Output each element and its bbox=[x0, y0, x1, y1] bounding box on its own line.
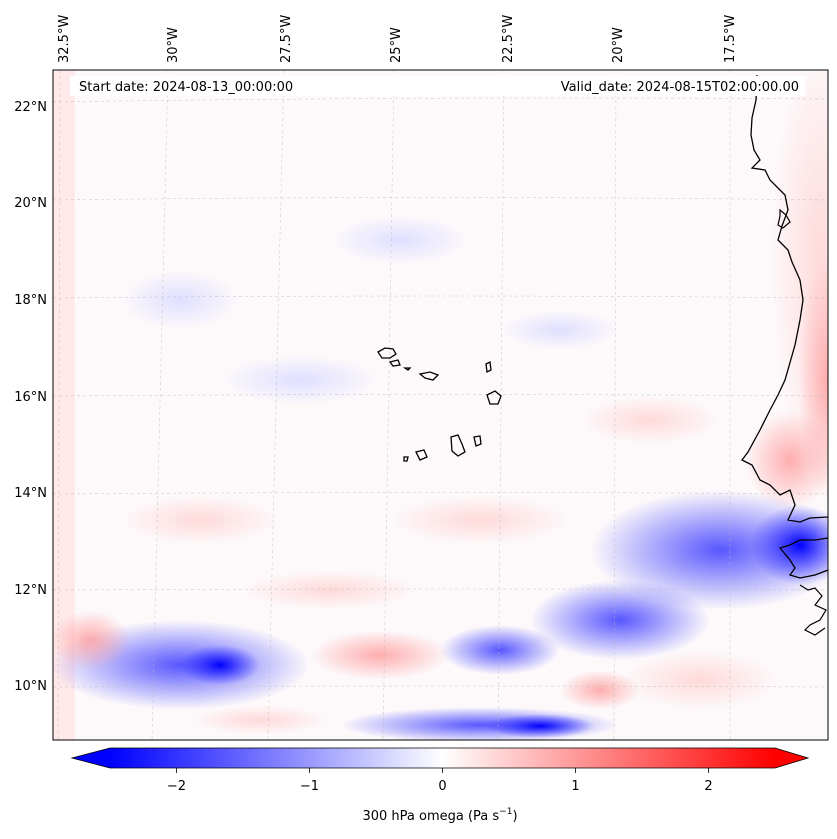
lon-label: 25°W bbox=[389, 27, 404, 63]
lon-label: 32.5°W bbox=[57, 15, 72, 63]
colorbar-tick-label: −1 bbox=[300, 779, 319, 794]
lon-label: 22.5°W bbox=[501, 15, 516, 63]
latitude-labels: 22°N 20°N 18°N 16°N 14°N 12°N 10°N bbox=[14, 100, 47, 694]
valid-date-label: Valid_date: 2024-08-15T02:00:00.00 bbox=[561, 80, 799, 95]
lat-label: 16°N bbox=[14, 390, 47, 405]
africa-coastline bbox=[741, 74, 828, 523]
lat-label: 20°N bbox=[14, 196, 47, 211]
colorbar-ticks: −2 −1 0 1 2 bbox=[167, 768, 713, 794]
lat-label: 14°N bbox=[14, 486, 47, 501]
colorbar-label: 300 hPa omega (Pa s−1) bbox=[362, 807, 517, 824]
colorbar-tick-label: 2 bbox=[704, 779, 712, 794]
colorbar-extend-low bbox=[72, 748, 110, 768]
lon-label: 30°W bbox=[166, 27, 181, 63]
bay-feature bbox=[777, 208, 791, 229]
colorbar-label-exponent: −1 bbox=[499, 807, 512, 817]
start-date-label: Start date: 2024-08-13_00:00:00 bbox=[79, 80, 293, 95]
lon-label: 20°W bbox=[611, 27, 626, 63]
cape-verde-islands bbox=[377, 347, 502, 462]
lat-label: 12°N bbox=[14, 583, 47, 598]
colorbar-label-main: 300 hPa omega (Pa s bbox=[362, 809, 499, 824]
colorbar-tick-label: 1 bbox=[571, 779, 579, 794]
lon-label: 17.5°W bbox=[723, 15, 738, 63]
colorbar-label-close: ) bbox=[512, 809, 517, 824]
map-frame bbox=[52, 69, 829, 741]
guinea-coastline bbox=[778, 537, 828, 579]
colorbar-tick-label: 0 bbox=[438, 779, 446, 794]
colorbar-extend-high bbox=[775, 748, 808, 768]
lon-label: 27.5°W bbox=[279, 15, 294, 63]
lat-label: 22°N bbox=[14, 100, 47, 115]
bissago-coast bbox=[799, 584, 827, 636]
omega-field bbox=[53, 70, 828, 740]
lat-label: 18°N bbox=[14, 293, 47, 308]
header-strip bbox=[70, 76, 805, 96]
colorbar-tick-label: −2 bbox=[167, 779, 186, 794]
colorbar-fill bbox=[110, 748, 775, 768]
lat-label: 10°N bbox=[14, 679, 47, 694]
colorbar-outline bbox=[70, 747, 810, 769]
gridlines bbox=[53, 70, 828, 740]
longitude-labels: 32.5°W 30°W 27.5°W 25°W 22.5°W 20°W 17.5… bbox=[57, 15, 738, 63]
colorbar: −2 −1 0 1 2 300 hPa omega (Pa s−1) bbox=[70, 747, 810, 824]
